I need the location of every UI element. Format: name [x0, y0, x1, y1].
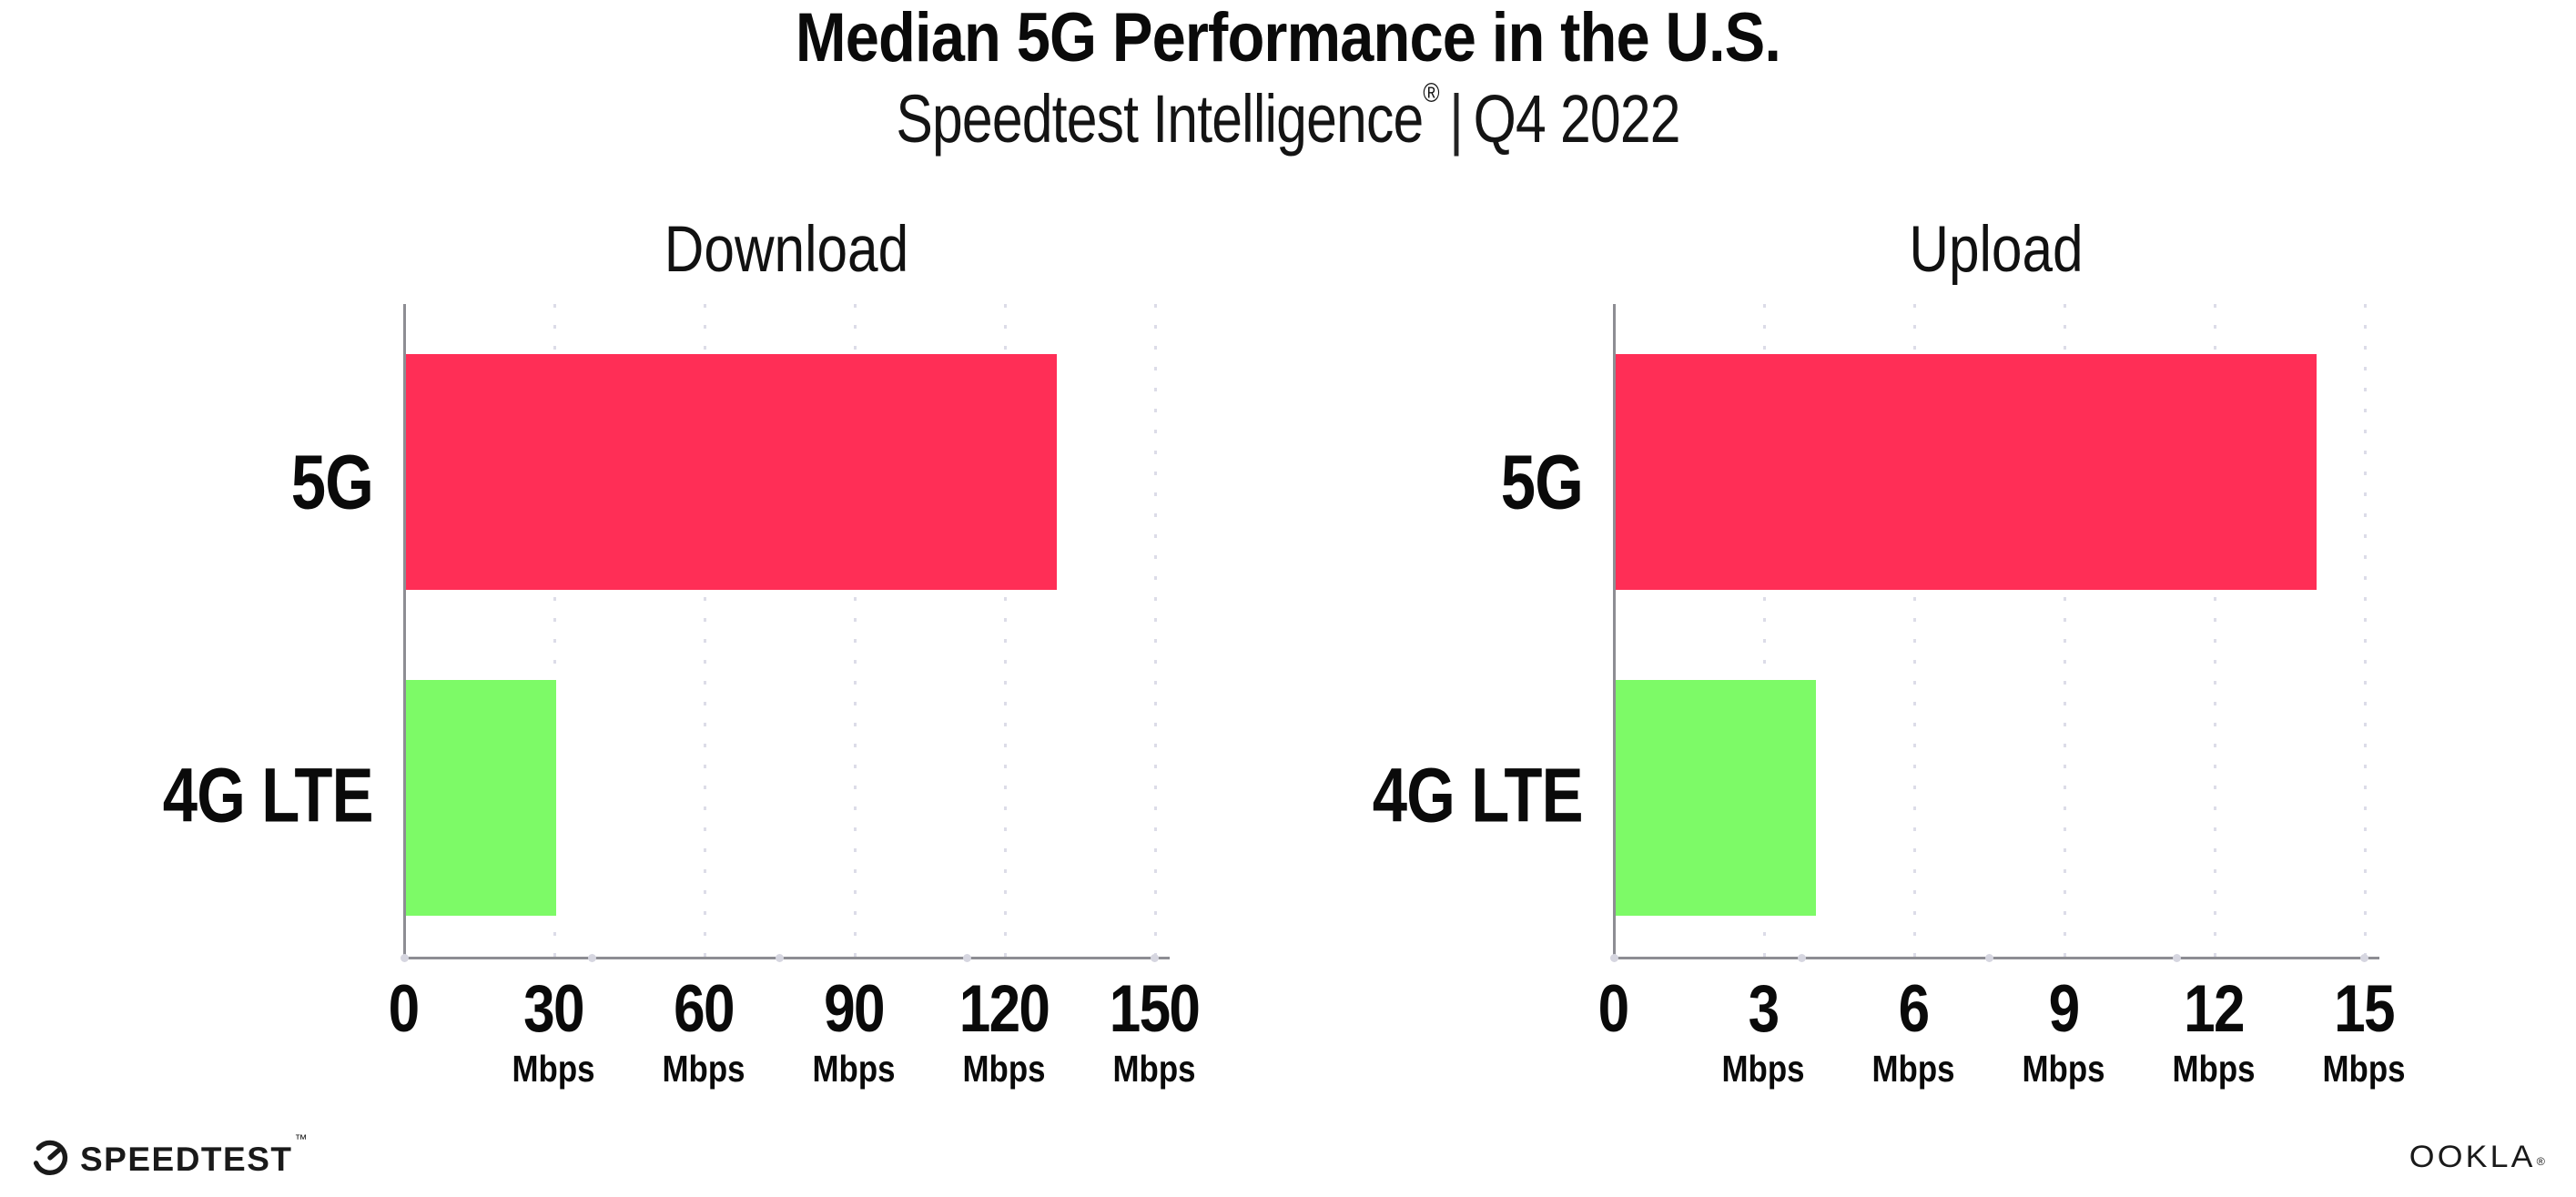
x-tick: 12 Mbps [2172, 972, 2256, 1090]
ookla-wordmark: OOKLA® [2409, 1140, 2549, 1174]
gridline [2064, 304, 2066, 957]
registered-trademark-symbol: ® [1423, 78, 1439, 108]
axis-dot [1610, 954, 1618, 962]
gridline [704, 304, 706, 957]
gridline [553, 304, 556, 957]
axis-dot [588, 954, 596, 962]
x-tick: 0 [1597, 972, 1630, 1046]
registered-symbol: ® [2536, 1155, 2549, 1168]
x-tick: 30 Mbps [512, 972, 595, 1090]
subtitle-divider: | [1449, 81, 1464, 157]
axis-dot [1985, 954, 1993, 962]
upload-chart-title: Upload [1909, 214, 2084, 286]
x-tick: 60 Mbps [662, 972, 745, 1090]
x-tick: 150 Mbps [1109, 972, 1201, 1090]
x-tick: 90 Mbps [812, 972, 896, 1090]
subtitle-period: Q4 2022 [1473, 81, 1681, 157]
x-tick: 120 Mbps [958, 972, 1050, 1090]
header: Median 5G Performance in the U.S. Speedt… [0, 0, 2576, 153]
category-label-5g: 5G [1500, 439, 1584, 525]
speedtest-logo: SPEEDTEST™ [31, 1131, 309, 1181]
axis-dot [776, 954, 784, 962]
x-axis-line [403, 957, 1170, 959]
download-chart-title: Download [664, 214, 909, 286]
speedtest-wordmark: SPEEDTEST™ [80, 1131, 309, 1178]
gridline [1913, 304, 1916, 957]
bar-5g-upload [1616, 354, 2317, 590]
subtitle-brand: Speedtest Intelligence [896, 81, 1424, 157]
upload-chart: Upload 5G 4G LTE 0 3 Mbps 6 Mbps 9 Mbps 12 M… [1373, 214, 2406, 1087]
gridline [2364, 304, 2367, 957]
axis-dot [1798, 954, 1806, 962]
x-tick: 0 [388, 972, 421, 1046]
x-tick: 9 Mbps [2022, 972, 2105, 1090]
page-subtitle: Speedtest Intelligence® | Q4 2022 [232, 80, 2345, 153]
bar-4g-lte-upload [1616, 680, 1816, 916]
gridline [1154, 304, 1157, 957]
gridline [2214, 304, 2216, 957]
page-title: Median 5G Performance in the U.S. [795, 0, 1781, 76]
speedtest-gauge-icon [31, 1138, 69, 1181]
download-chart: Download 5G 4G LTE 0 30 Mbps 60 Mbps 90 Mbp… [163, 214, 1201, 1087]
y-axis-line [403, 304, 406, 959]
y-axis-line [1613, 304, 1616, 959]
axis-dot [401, 954, 409, 962]
axis-dot [963, 954, 971, 962]
category-label-5g: 5G [290, 439, 374, 525]
gridline [1004, 304, 1007, 957]
x-tick: 6 Mbps [1871, 972, 1955, 1090]
gridline [854, 304, 857, 957]
axis-dot [2360, 954, 2368, 962]
x-tick: 3 Mbps [1721, 972, 1805, 1090]
category-label-4g-lte: 4G LTE [162, 752, 374, 838]
axis-dot [2173, 954, 2181, 962]
x-axis-line [1613, 957, 2379, 959]
ookla-logo: OOKLA® [2409, 1140, 2547, 1175]
gridline [1763, 304, 1766, 957]
axis-dot [1151, 954, 1159, 962]
category-label-4g-lte: 4G LTE [1372, 752, 1584, 838]
bar-4g-lte-download [406, 680, 556, 916]
bar-5g-download [406, 354, 1057, 590]
trademark-symbol: ™ [294, 1131, 309, 1146]
x-tick: 15 Mbps [2322, 972, 2406, 1090]
